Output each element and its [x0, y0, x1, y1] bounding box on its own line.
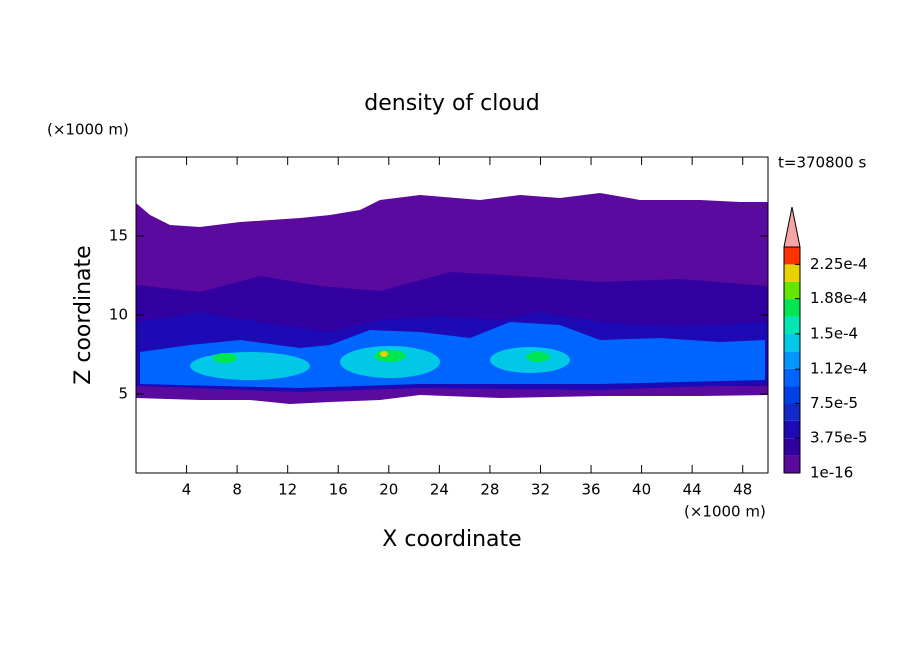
- y-axis-label: Z coordinate: [71, 245, 96, 384]
- x-tick-label: 44: [683, 481, 702, 499]
- x-axis-label: X coordinate: [382, 527, 521, 552]
- x-tick-label: 36: [581, 481, 600, 499]
- colorbar-band: [784, 455, 800, 473]
- colorbar-tick-label: 1.88e-4: [810, 289, 868, 307]
- contour-region: [213, 353, 237, 363]
- contour-region: [374, 350, 406, 362]
- x-tick-label: 8: [232, 481, 242, 499]
- colorbar-band: [784, 247, 800, 265]
- y-tick-label: 15: [109, 227, 128, 245]
- colorbar-band: [784, 420, 800, 439]
- x-tick-label: 4: [182, 481, 192, 499]
- colorbar-band: [784, 333, 800, 352]
- colorbar-extension: [783, 206, 801, 248]
- x-tick-label: 40: [632, 481, 651, 499]
- colorbar-tick-label: 3.75e-5: [810, 429, 868, 447]
- y-unit: (×1000 m): [47, 121, 129, 139]
- x-unit: (×1000 m): [684, 503, 766, 521]
- chart-title: density of cloud: [364, 91, 539, 116]
- colorbar-tick-label: 2.25e-4: [810, 255, 868, 273]
- x-tick-label: 20: [379, 481, 398, 499]
- contour-region: [380, 351, 388, 357]
- x-tick-label: 24: [430, 481, 449, 499]
- contour-field: [136, 193, 768, 404]
- x-tick-label: 16: [329, 481, 348, 499]
- colorbar-band: [784, 316, 800, 334]
- colorbar-band: [784, 351, 800, 369]
- y-tick-label: 5: [118, 385, 128, 403]
- contour-region: [526, 352, 550, 362]
- colorbar-tick-label: 7.5e-5: [810, 394, 858, 412]
- colorbar-band: [784, 386, 800, 404]
- colorbar-tick-label: 1.12e-4: [810, 360, 868, 378]
- colorbar-band: [784, 281, 800, 300]
- colorbar-band: [784, 264, 800, 282]
- x-tick-label: 48: [733, 481, 752, 499]
- time-label: t=370800 s: [778, 154, 866, 172]
- colorbar-tick-label: 1.5e-4: [810, 324, 858, 342]
- contour-region: [190, 352, 310, 380]
- x-tick-label: 12: [278, 481, 297, 499]
- colorbar-band: [784, 403, 800, 421]
- colorbar-band: [784, 299, 800, 317]
- colorbar-band: [784, 368, 800, 387]
- colorbar-tick-label: 1e-16: [810, 464, 853, 482]
- colorbar-band: [784, 438, 800, 456]
- x-tick-label: 28: [480, 481, 499, 499]
- y-tick-label: 10: [109, 306, 128, 324]
- x-tick-label: 32: [531, 481, 550, 499]
- colorbar-frame: [783, 246, 801, 474]
